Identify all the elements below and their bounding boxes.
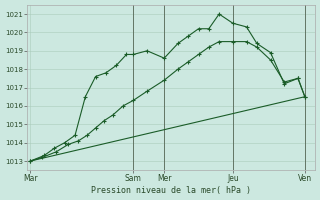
X-axis label: Pression niveau de la mer( hPa ): Pression niveau de la mer( hPa ) bbox=[91, 186, 251, 195]
